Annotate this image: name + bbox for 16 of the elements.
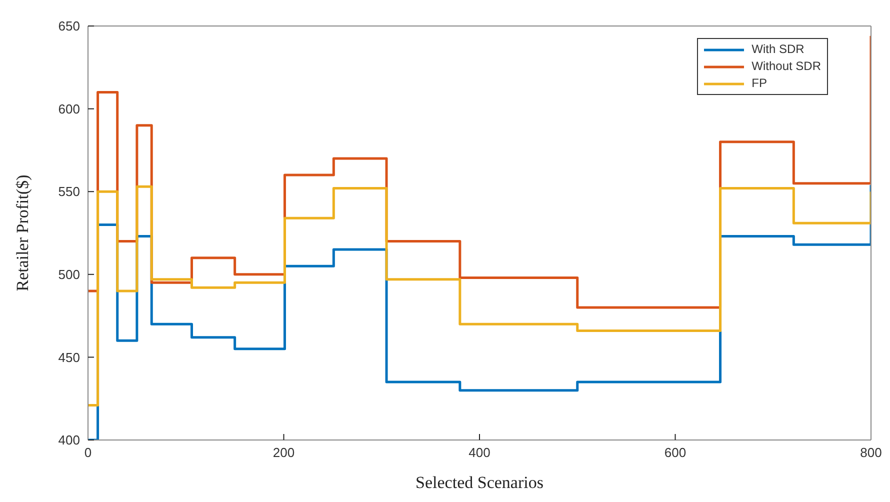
- y-tick-label: 650: [58, 18, 80, 34]
- y-axis-title: Retailer Profit($): [13, 174, 32, 292]
- y-tick-label: 550: [58, 184, 80, 200]
- x-axis-title: Selected Scenarios: [416, 473, 544, 492]
- x-tick-label: 800: [860, 445, 882, 460]
- y-tick-label: 400: [58, 432, 80, 448]
- y-tick-label: 600: [58, 101, 80, 116]
- y-tick-label: 500: [58, 267, 80, 282]
- x-tick-label: 0: [84, 445, 92, 460]
- x-tick-label: 200: [272, 445, 295, 460]
- legend-label: With SDR: [752, 41, 804, 58]
- y-tick-label: 450: [58, 350, 80, 365]
- legend-label: Without SDR: [752, 58, 821, 75]
- x-tick-label: 600: [664, 445, 686, 460]
- x-tick-label: 400: [468, 445, 490, 460]
- legend-label: FP: [752, 75, 767, 92]
